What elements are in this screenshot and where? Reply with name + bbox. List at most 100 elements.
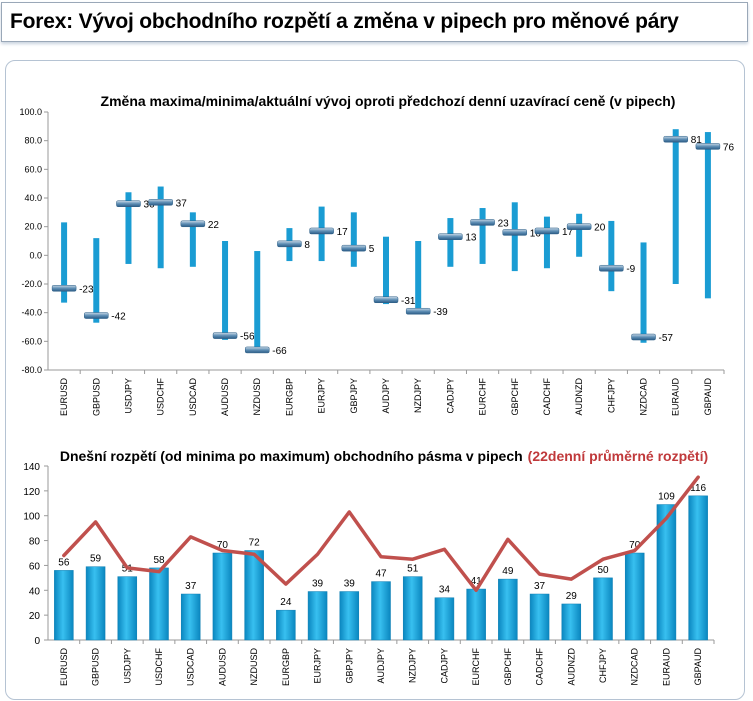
chart1-category-label: EURAUD <box>671 378 681 417</box>
chart1-data-label: -56 <box>240 332 255 343</box>
chart2-category-label: NZDCAD <box>630 648 640 686</box>
chart2-category-label: GBPCHF <box>503 648 513 686</box>
chart2-bar <box>402 576 423 641</box>
page-title: Forex: Vývoj obchodního rozpětí a změna … <box>10 10 679 33</box>
chart2-data-label: 109 <box>658 492 675 503</box>
chart1-current-marker <box>502 229 528 236</box>
chart1-category-label: GBPUSD <box>91 378 101 417</box>
chart2-y-tick-label: 80 <box>29 537 41 548</box>
chart1-category-label: GBPCHF <box>510 378 520 416</box>
chart1-current-marker <box>341 244 367 252</box>
chart1-y-tick-label: 40.0 <box>24 193 42 203</box>
chart1-current-marker <box>695 143 721 150</box>
chart1-current-marker <box>405 307 431 315</box>
chart1-category-label: AUDJPY <box>381 378 391 414</box>
chart1-category-label: EURGBP <box>284 378 294 416</box>
chart1-range-bar <box>672 129 679 284</box>
chart2-bar <box>561 603 582 641</box>
chart2-category-label: USDCAD <box>186 648 196 687</box>
chart1-data-label: -9 <box>626 264 635 275</box>
chart1-current-marker <box>277 240 302 248</box>
chart2-category-label: EURUSD <box>59 648 69 687</box>
chart2-y-tick-label: 120 <box>23 487 40 498</box>
chart1-category-label: CHFJPY <box>606 378 616 413</box>
chart2-title-main: Dnešní rozpětí (od minima po maximum) ob… <box>60 448 523 464</box>
chart1-data-label: 17 <box>337 227 349 238</box>
chart2-category-label: EURAUD <box>661 648 671 687</box>
chart1-data-label: 81 <box>691 135 703 146</box>
chart2-data-label: 29 <box>566 591 578 602</box>
chart1-y-tick-label: 60.0 <box>24 164 42 174</box>
chart2-data-label: 70 <box>629 540 641 551</box>
chart1-current-marker <box>51 285 77 292</box>
chart1-y-tick-label: 0.0 <box>29 250 42 260</box>
chart2-bar <box>54 570 74 641</box>
chart1-y-tick-label: -80.0 <box>21 365 42 375</box>
chart2-y-tick-label: 20 <box>29 611 41 622</box>
chart1-data-label: -42 <box>111 312 126 323</box>
chart1-current-marker <box>212 332 238 339</box>
chart2-data-label: 56 <box>58 557 70 568</box>
chart1-range-bar <box>543 216 550 269</box>
chart2-data-label: 49 <box>502 566 514 577</box>
chart2-data-label: 34 <box>439 585 451 596</box>
chart1-current-marker <box>631 333 656 341</box>
chart2-bar <box>276 609 296 641</box>
chart2-y-tick-label: 0 <box>34 636 40 647</box>
chart1-category-label: CADCHF <box>542 377 552 415</box>
chart2-bar <box>498 578 518 641</box>
chart2-data-label: 24 <box>280 597 292 608</box>
chart1-range-bar <box>93 238 100 323</box>
chart2-data-label: 39 <box>312 579 324 590</box>
chart2-data-label: 70 <box>217 540 229 551</box>
chart1-data-label: 5 <box>369 244 375 255</box>
chart2-bar <box>529 593 550 641</box>
chart2-category-label: CADJPY <box>439 648 449 684</box>
chart1-category-label: NZDCAD <box>639 378 649 416</box>
chart1-data-label: -23 <box>79 284 94 295</box>
chart2-bar <box>593 577 613 641</box>
chart2-category-label: CADCHF <box>535 647 545 685</box>
chart1-range-bar <box>576 213 583 257</box>
chart1-current-marker <box>599 264 624 272</box>
chart2-data-label: 37 <box>185 581 197 592</box>
chart1-range-bar <box>189 212 196 267</box>
chart1-range-bar <box>511 202 518 272</box>
chart1-current-marker <box>116 200 141 207</box>
chart2-bar <box>339 591 360 641</box>
chart1-range-bar <box>640 242 647 343</box>
chart1-category-label: USDCHF <box>156 377 166 415</box>
chart1-current-marker <box>180 220 206 228</box>
chart2-data-label: 72 <box>249 538 261 549</box>
chart1-y-tick-label: -60.0 <box>21 336 42 346</box>
chart2-category-label: CHFJPY <box>598 648 608 683</box>
chart1-range-bar <box>254 251 261 353</box>
header-bar: Forex: Vývoj obchodního rozpětí a změna … <box>1 2 748 42</box>
chart1-current-marker <box>534 227 560 235</box>
chart2-bar <box>371 581 391 641</box>
chart1-y-tick-label: -40.0 <box>21 308 42 318</box>
chart1-current-marker <box>470 219 495 226</box>
chart1-category-label: EURCHF <box>478 377 488 415</box>
chart2-data-label: 50 <box>597 565 609 576</box>
chart2-category-label: USDJPY <box>122 648 132 684</box>
chart2-category-label: GBPAUD <box>693 648 703 686</box>
chart1-data-label: 23 <box>498 218 510 229</box>
chart2-category-label: AUDJPY <box>376 648 386 684</box>
chart2-category-label: GBPUSD <box>91 648 101 687</box>
chart1-category-label: NZDUSD <box>252 378 262 416</box>
chart2-title-suffix: (22denní průměrné rozpětí) <box>528 448 708 464</box>
chart1-range-bar <box>383 236 389 305</box>
chart2-data-label: 59 <box>90 554 102 565</box>
chart1-data-label: -39 <box>433 307 448 318</box>
chart1-category-label: GBPJPY <box>349 378 359 414</box>
chart2-category-label: EURGBP <box>281 648 291 686</box>
chart1-current-marker <box>663 135 688 143</box>
chart1-range-bar <box>61 222 68 303</box>
chart2-y-tick-label: 100 <box>23 512 40 523</box>
chart1-current-marker <box>438 233 463 240</box>
chart1-range-bar <box>222 241 229 340</box>
chart1-range-bar <box>479 208 486 264</box>
chart2-bar <box>624 552 645 641</box>
